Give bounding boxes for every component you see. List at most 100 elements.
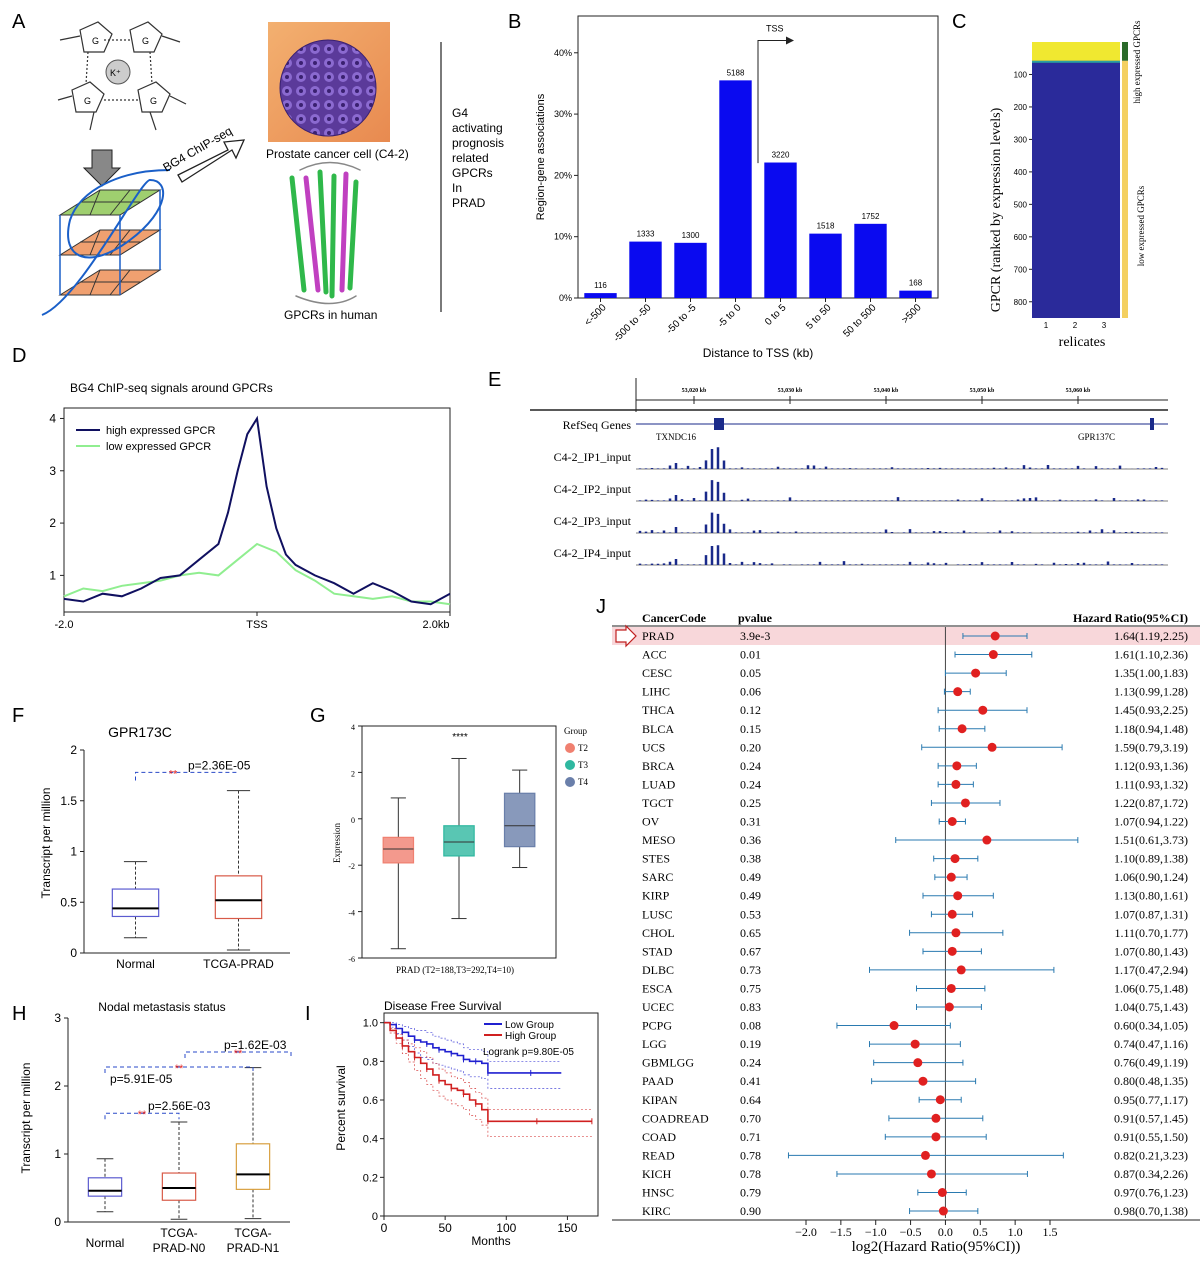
p-value: p=2.56E-03 [148, 1099, 211, 1113]
panel-label-a: A [12, 11, 26, 33]
row-pvalue: 0.05 [740, 666, 761, 680]
x-tick-label: 0 to 5 [763, 302, 789, 328]
x-tick-label: TCGA- [160, 1226, 197, 1240]
x-tick-label: TCGA-PRAD [203, 957, 274, 971]
row-pvalue: 0.90 [740, 1204, 761, 1218]
y-tick-label: 3 [49, 464, 56, 478]
panel-d-line-chart: BG4 ChIP-seq signals around GPCRs 1 2 3 4 -2.… [49, 381, 451, 631]
row-cancer-code: THCA [642, 703, 675, 717]
box [214, 875, 263, 920]
ion-label: K⁺ [110, 68, 121, 78]
row-hazard-ratio: 1.04(0.75,1.43) [1114, 1000, 1188, 1014]
row-hazard-ratio: 1.10(0.89,1.38) [1114, 852, 1188, 866]
coordinate-label: 53,060 kb [1066, 388, 1091, 394]
row-cancer-code: BRCA [642, 759, 675, 773]
y-tick-label: 2 [70, 743, 77, 757]
row-pvalue: 0.83 [740, 1000, 761, 1014]
panel-label-h: H [12, 1003, 26, 1025]
y-axis-label: Percent survival [334, 1065, 348, 1150]
box [503, 792, 536, 848]
x-tick-label: -500 to -50 [612, 302, 654, 344]
significance-bracket [184, 1051, 292, 1058]
y-tick-label: 800 [1014, 298, 1028, 307]
y-tick-label: 0.2 [363, 1172, 378, 1184]
plot-frame [383, 1012, 599, 1217]
p-value: p=2.36E-05 [188, 758, 251, 772]
row-pvalue: 0.24 [740, 1056, 761, 1070]
panel-label-d: D [12, 345, 26, 367]
y-tick-label: 10% [554, 232, 572, 242]
coordinate-label: 53,020 kb [682, 388, 707, 394]
row-cancer-code: MESO [642, 833, 676, 847]
row-pvalue: 0.15 [740, 722, 761, 736]
x-tick-label: 2.0kb [423, 619, 450, 631]
y-tick-label: 20% [554, 170, 572, 180]
header-cancer-code: CancerCode [642, 611, 707, 625]
track-label: C4-2_IP1_input [554, 450, 632, 464]
bar-value-label: 1333 [637, 230, 655, 239]
row-hazard-ratio: 1.11(0.93,1.32) [1114, 777, 1188, 791]
row-hazard-ratio: 1.12(0.93,1.36) [1114, 759, 1188, 773]
x-tick-label: -2.0 [55, 619, 74, 631]
row-cancer-code: COADREAD [642, 1111, 709, 1125]
x-tick-label: >500 [900, 302, 924, 326]
y-axis-label: Expression [332, 823, 342, 863]
bar [764, 162, 797, 298]
significance-stars: **** [452, 732, 468, 743]
y-tick-label: 1 [49, 568, 56, 582]
row-cancer-code: GBMLGG [642, 1056, 694, 1070]
x-tick-label: 0.0 [938, 1225, 953, 1239]
box [111, 888, 160, 918]
row-hazard-ratio: 0.97(0.76,1.23) [1114, 1186, 1188, 1200]
row-cancer-code: PRAD [642, 629, 674, 643]
legend-label: T2 [578, 743, 588, 753]
row-pvalue: 0.24 [740, 759, 761, 773]
down-arrow-icon [82, 149, 122, 187]
chipseq-arrow-icon [177, 139, 246, 183]
bar [719, 80, 752, 298]
panel-a: G G G G K⁺ BG4 ChIP-seq [41, 21, 504, 322]
arrow-head-icon [786, 36, 794, 45]
highlight-arrow-icon [615, 624, 637, 648]
y-tick-label: -4 [348, 909, 355, 918]
high-group-bar [1122, 42, 1128, 61]
row-pvalue: 0.64 [740, 1093, 761, 1107]
gene-track-label: RefSeq Genes [563, 418, 632, 432]
y-tick-label: -2 [348, 862, 355, 871]
gene-exon [714, 418, 724, 430]
y-tick-label: 4 [351, 723, 355, 732]
significance-stars: ** [175, 1063, 184, 1075]
bar [674, 242, 707, 298]
coordinate-label: 53,050 kb [970, 388, 995, 394]
signal-track [638, 480, 1164, 501]
row-cancer-code: KICH [642, 1167, 672, 1181]
row-hazard-ratio: 1.07(0.87,1.31) [1114, 907, 1188, 921]
row-cancer-code: KIRP [642, 889, 670, 903]
x-axis-label: relicates [1059, 335, 1106, 350]
box [235, 1143, 271, 1190]
side-text-line: related [452, 151, 489, 165]
point-estimate [889, 1021, 899, 1031]
row-cancer-code: DLBC [642, 963, 674, 977]
x-tick-label: <-500 [583, 302, 609, 328]
point-estimate [987, 742, 997, 752]
row-hazard-ratio: 1.51(0.61,3.73) [1114, 833, 1188, 847]
row-pvalue: 0.31 [740, 815, 761, 829]
row-hazard-ratio: 1.59(0.79,3.19) [1114, 740, 1188, 754]
legend-label: high expressed GPCR [106, 425, 215, 437]
legend-swatch [565, 777, 575, 787]
low-group-label: low expressed GPCRs [1136, 185, 1146, 266]
box [443, 825, 475, 857]
point-estimate [953, 687, 963, 697]
row-hazard-ratio: 0.87(0.34,2.26) [1114, 1167, 1188, 1181]
row-pvalue: 0.78 [740, 1148, 761, 1162]
chart-title: Disease Free Survival [384, 999, 501, 1013]
side-text-line: GPCRs [452, 166, 493, 180]
y-tick-label: 100 [1014, 70, 1028, 79]
row-hazard-ratio: 1.06(0.75,1.48) [1114, 981, 1188, 995]
plot-frame [577, 15, 939, 299]
y-tick-label: 2 [49, 516, 56, 530]
x-tick-label: 50 [438, 1221, 452, 1235]
row-hazard-ratio: 1.13(0.80,1.61) [1114, 889, 1188, 903]
point-estimate [946, 872, 956, 882]
